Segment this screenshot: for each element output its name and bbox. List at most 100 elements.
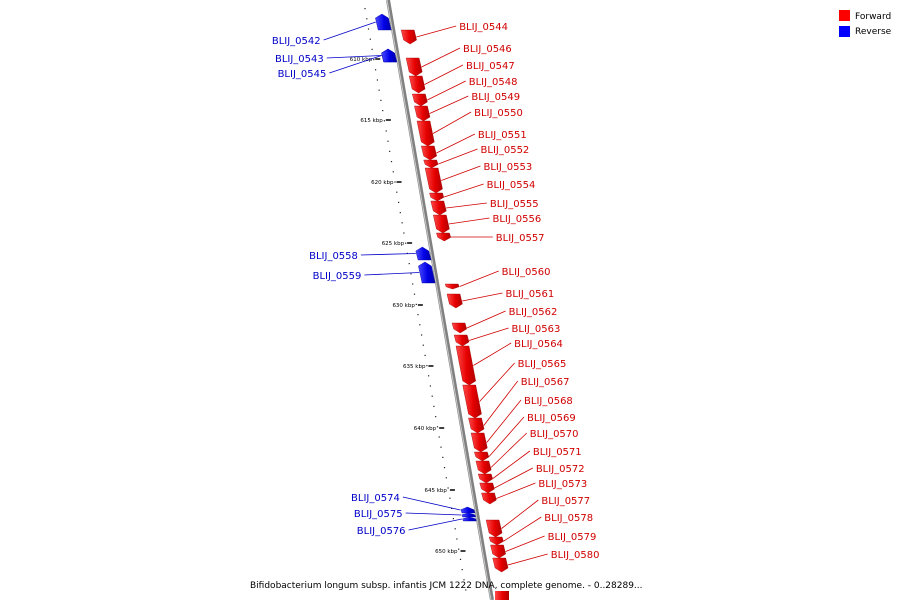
gene-label-blij_0553[interactable]: BLIJ_0553 (483, 162, 532, 173)
gene-arrow-blij_0558[interactable] (415, 246, 432, 261)
gene-arrow-blij_0561[interactable] (446, 293, 463, 309)
gene-label-blij_0559[interactable]: BLIJ_0559 (313, 271, 362, 282)
gene-arrow-blij_0556[interactable] (433, 214, 450, 234)
gene-leader-line (326, 55, 382, 59)
gene-label-blij_0555[interactable]: BLIJ_0555 (490, 199, 539, 210)
minor-tick (459, 558, 462, 560)
minor-tick (445, 477, 447, 479)
gene-leader-line (416, 25, 457, 38)
gene-label-blij_0558[interactable]: BLIJ_0558 (309, 251, 358, 262)
gene-label-blij_0542[interactable]: BLIJ_0542 (272, 36, 321, 47)
gene-label-blij_0546[interactable]: BLIJ_0546 (463, 44, 512, 55)
gene-arrow-blij_0569[interactable] (474, 451, 490, 462)
gene-arrow-blij_0559[interactable] (418, 261, 436, 284)
gene-label-blij_0551[interactable]: BLIJ_0551 (478, 130, 527, 141)
gene-label-blij_0549[interactable]: BLIJ_0549 (471, 92, 520, 103)
gene-arrow-blij_0547[interactable] (408, 75, 426, 94)
minor-tick (447, 487, 449, 489)
gene-arrow-blij_0579[interactable] (490, 544, 506, 559)
gene-label-blij_0544[interactable]: BLIJ_0544 (459, 22, 508, 33)
minor-tick (456, 538, 458, 540)
gene-arrow-blij_0580[interactable] (492, 557, 509, 573)
gene-arrow-blij_0542[interactable] (375, 13, 392, 31)
gene-arrow-blij_0560[interactable] (444, 283, 460, 290)
gene-label-blij_0554[interactable]: BLIJ_0554 (487, 180, 536, 191)
minor-tick (443, 467, 446, 469)
gene-arrow-blij_0573[interactable] (481, 492, 497, 505)
gene-label-blij_0550[interactable]: BLIJ_0550 (474, 108, 523, 119)
gene-arrow-blij_0557[interactable] (436, 232, 452, 242)
gene-arrow-blij_0563[interactable] (453, 334, 470, 347)
gene-arrow-blij_0549[interactable] (414, 105, 431, 122)
gene-arrow-blij_0553[interactable] (424, 167, 443, 194)
gene-arrow-blij_0551[interactable] (421, 145, 437, 161)
gene-label-blij_0571[interactable]: BLIJ_0571 (533, 447, 582, 458)
gene-label-blij_0547[interactable]: BLIJ_0547 (466, 61, 515, 72)
gene-label-blij_0543[interactable]: BLIJ_0543 (275, 54, 324, 65)
gene-label-blij_0563[interactable]: BLIJ_0563 (512, 324, 561, 335)
gene-label-blij_0572[interactable]: BLIJ_0572 (536, 464, 585, 475)
gene-label-blij_0576[interactable]: BLIJ_0576 (357, 526, 406, 537)
minor-tick (369, 38, 371, 40)
gene-leader-line (364, 272, 420, 276)
gene-arrow-blij_0552[interactable] (423, 159, 439, 169)
axis-tick-label: 630 kbp (392, 303, 415, 309)
axis-tick-label: 625 kbp (382, 241, 405, 247)
gene-arrow-blij_0567[interactable] (468, 417, 485, 434)
gene-arrow-blij_0575[interactable] (461, 512, 476, 518)
gene-arrow-blij_0577[interactable] (485, 519, 503, 538)
gene-label-blij_0567[interactable]: BLIJ_0567 (521, 377, 570, 388)
minor-tick (387, 140, 389, 142)
minor-tick (461, 569, 463, 571)
gene-arrow-blij_0555[interactable] (430, 200, 447, 216)
gene-label-blij_0569[interactable]: BLIJ_0569 (527, 413, 576, 424)
axis-tick-label: 650 kbp (435, 549, 458, 555)
gene-arrow-blij_0554[interactable] (429, 192, 445, 202)
gene-label-blij_0565[interactable]: BLIJ_0565 (518, 359, 567, 370)
gene-label-blij_0545[interactable]: BLIJ_0545 (278, 69, 327, 80)
gene-label-blij_0570[interactable]: BLIJ_0570 (530, 429, 579, 440)
gene-arrow-blij_0578[interactable] (488, 536, 504, 546)
gene-arrow-blij_0545[interactable] (381, 48, 397, 63)
gene-label-blij_0560[interactable]: BLIJ_0560 (502, 267, 551, 278)
gene-label-blij_0573[interactable]: BLIJ_0573 (538, 479, 587, 490)
gene-label-blij_0568[interactable]: BLIJ_0568 (524, 396, 573, 407)
gene-arrow-blij_0568[interactable] (470, 432, 488, 453)
gene-arrow-blij_0571[interactable] (477, 473, 493, 484)
gene-arrow-blij_0572[interactable] (479, 482, 495, 494)
minor-tick (431, 395, 433, 397)
gene-arrow-blij_0570[interactable] (475, 460, 492, 475)
gene-arrow-blij_0564[interactable] (455, 345, 476, 386)
gene-label-blij_0562[interactable]: BLIJ_0562 (509, 307, 558, 318)
gene-arrow-blij_0562[interactable] (451, 322, 467, 334)
gene-label-blij_0574[interactable]: BLIJ_0574 (351, 493, 400, 504)
gene-arrow-blij_0576[interactable] (462, 516, 477, 522)
gene-label-blij_0580[interactable]: BLIJ_0580 (551, 550, 600, 561)
gene-label-blij_0579[interactable]: BLIJ_0579 (548, 532, 597, 543)
minor-tick (438, 436, 440, 438)
gene-label-blij_0578[interactable]: BLIJ_0578 (544, 513, 593, 524)
minor-tick (458, 548, 460, 550)
gene-arrow-blij_0546[interactable] (405, 57, 423, 77)
gene-leader-line (329, 55, 382, 74)
gene-arrow-blij_0550[interactable] (416, 120, 435, 147)
gene-arrow-blij_0548[interactable] (412, 93, 428, 107)
legend-reverse-swatch (839, 26, 850, 37)
gene-arrow-blij_0574[interactable] (460, 506, 476, 514)
minor-tick (422, 344, 424, 346)
gene-leader-line (448, 217, 490, 225)
gene-label-blij_0577[interactable]: BLIJ_0577 (541, 496, 590, 507)
gene-label-blij_0575[interactable]: BLIJ_0575 (354, 509, 403, 520)
gene-label-blij_0557[interactable]: BLIJ_0557 (496, 233, 545, 244)
gene-leader-line (488, 416, 525, 457)
gene-arrow-blij_0544[interactable] (400, 29, 417, 45)
gene-label-blij_0552[interactable]: BLIJ_0552 (481, 145, 530, 156)
axis-tick-label: 615 kbp (360, 118, 383, 124)
gene-label-blij_0564[interactable]: BLIJ_0564 (514, 339, 563, 350)
gene-label-blij_0548[interactable]: BLIJ_0548 (469, 77, 518, 88)
gene-label-blij_0561[interactable]: BLIJ_0561 (505, 289, 554, 300)
gene-leader-lines (323, 21, 548, 566)
gene-arrow-blij_0565[interactable] (462, 384, 482, 419)
axis-tick-label: 610 kbp (350, 57, 373, 63)
gene-label-blij_0556[interactable]: BLIJ_0556 (492, 214, 541, 225)
